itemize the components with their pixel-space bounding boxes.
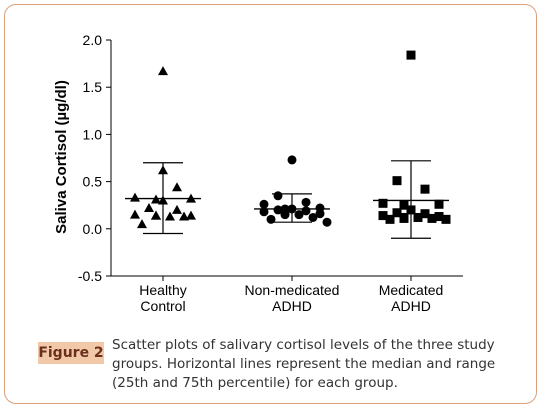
data-point — [259, 199, 269, 209]
data-point — [287, 204, 297, 214]
data-point — [287, 155, 297, 165]
x-tick-label: Medicated — [379, 282, 444, 298]
data-point — [130, 209, 140, 219]
data-point — [385, 214, 395, 224]
x-tick-label: ADHD — [391, 298, 431, 314]
data-point — [280, 210, 290, 220]
data-point — [420, 184, 430, 194]
data-point — [392, 176, 402, 186]
data-point — [308, 212, 318, 222]
data-point — [130, 192, 140, 202]
data-point — [420, 209, 430, 219]
y-tick-label: 1.5 — [83, 79, 103, 95]
data-point — [294, 210, 304, 220]
data-point — [186, 210, 196, 220]
data-point — [158, 195, 168, 205]
data-point — [151, 210, 161, 220]
y-axis-label: Saliva Cortisol (µg/dl) — [53, 80, 70, 234]
data-point — [165, 211, 175, 221]
data-point — [144, 203, 154, 213]
data-point — [434, 199, 444, 209]
figure-label: Figure 2 — [38, 342, 104, 364]
data-point — [399, 213, 409, 223]
x-tick-label: Non-medicated — [245, 282, 340, 298]
x-tick-label: Healthy — [139, 282, 186, 298]
x-tick-label: ADHD — [272, 298, 312, 314]
data-point — [259, 207, 269, 217]
group-0 — [125, 66, 201, 235]
data-point — [434, 212, 444, 222]
data-point — [378, 198, 388, 208]
y-tick-label: -0.5 — [78, 268, 102, 284]
data-point — [378, 211, 388, 221]
group-1 — [254, 155, 332, 227]
figure-caption: Figure 2 Scatter plots of salivary corti… — [38, 336, 508, 396]
data-point — [392, 208, 402, 218]
data-point — [179, 211, 189, 221]
data-point — [137, 219, 147, 229]
figure-frame — [4, 4, 537, 404]
y-tick-label: 0.5 — [83, 174, 103, 190]
data-point — [406, 50, 416, 60]
data-point — [172, 182, 182, 192]
data-point — [151, 194, 161, 204]
data-point — [273, 205, 283, 215]
scatter-chart: Saliva Cortisol (µg/dl) 2.0 1.5 1.0 0.5 0.0 -… — [53, 32, 463, 314]
y-tick-label: 1.0 — [83, 126, 103, 142]
data-point — [441, 214, 451, 224]
y-tick-label: 0.0 — [83, 221, 103, 237]
data-point — [406, 205, 416, 215]
data-point — [413, 212, 423, 222]
data-groups — [125, 50, 451, 239]
data-point — [315, 209, 325, 219]
data-point — [301, 197, 311, 207]
data-point — [266, 214, 276, 224]
data-point — [158, 165, 168, 175]
group-2 — [373, 50, 451, 239]
data-point — [158, 66, 168, 76]
data-point — [399, 200, 409, 210]
data-point — [186, 193, 196, 203]
data-point — [427, 213, 437, 223]
y-tick-label: 2.0 — [83, 32, 103, 48]
x-tick-label: Control — [140, 298, 185, 314]
data-point — [273, 191, 283, 201]
data-point — [172, 204, 182, 214]
data-point — [301, 206, 311, 216]
caption-text: Scatter plots of salivary cortisol level… — [112, 337, 496, 391]
data-point — [322, 217, 332, 227]
